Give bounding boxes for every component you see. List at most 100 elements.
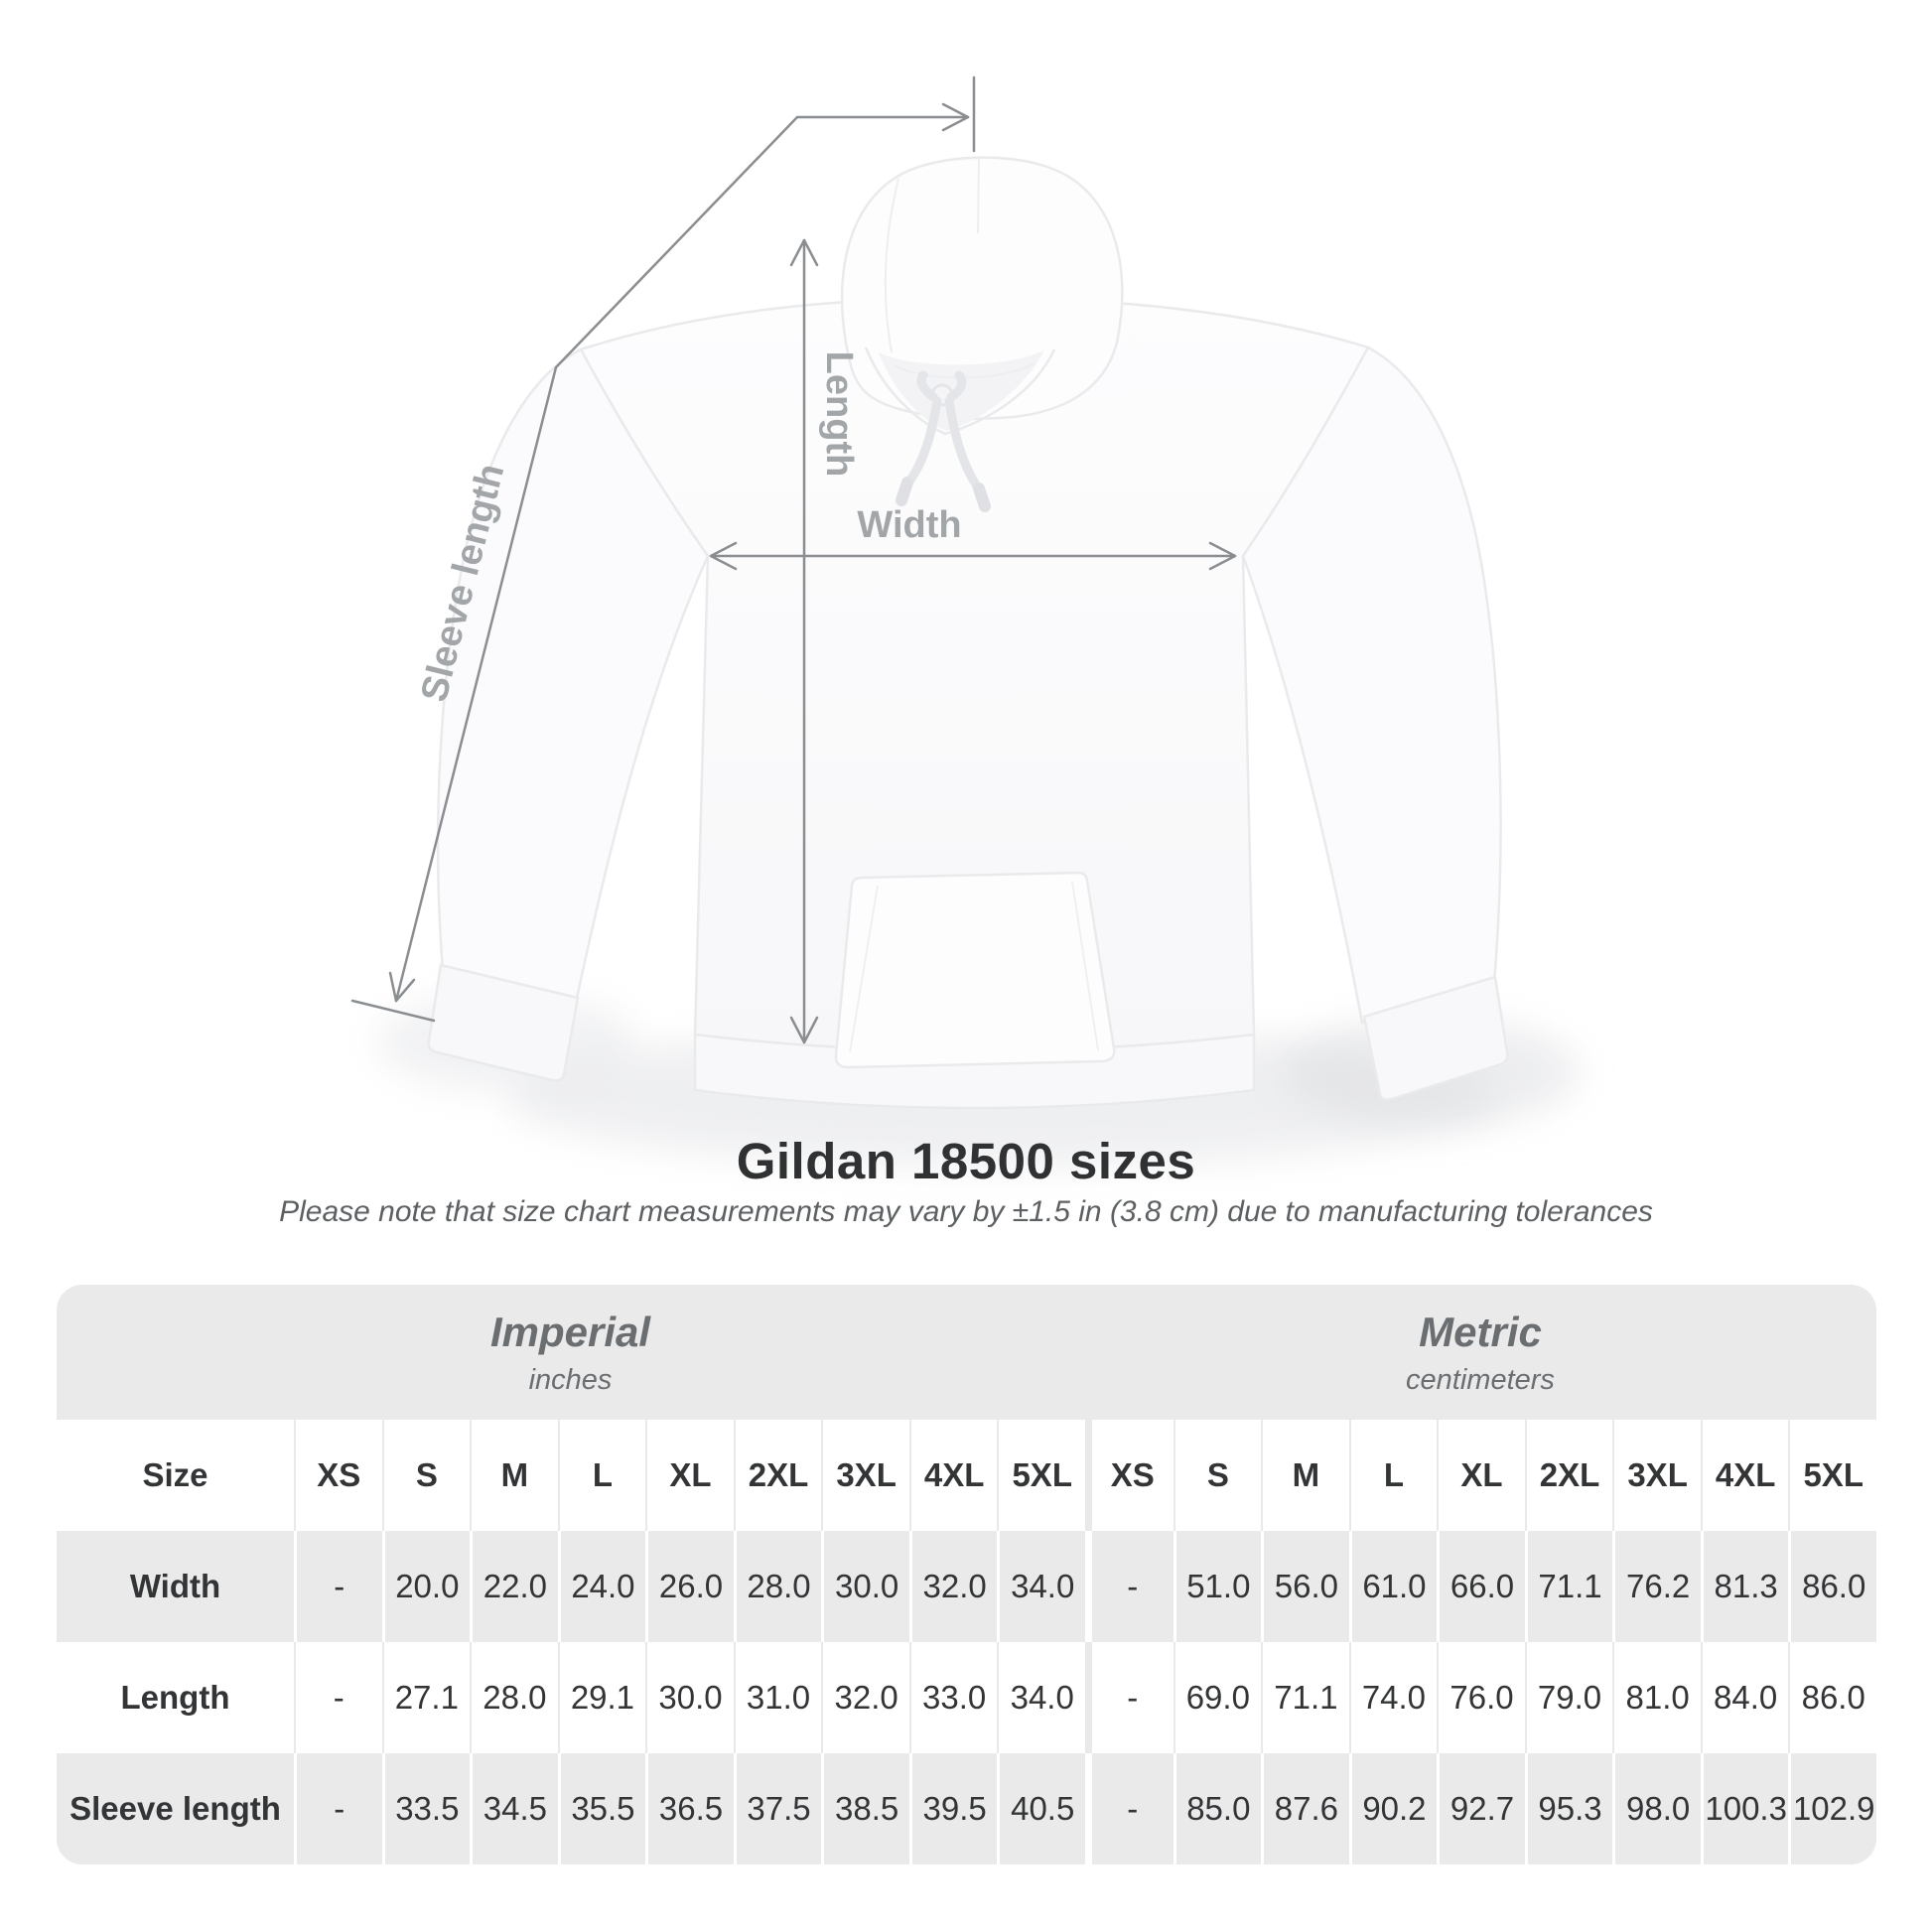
measurement-row: Width -20.0 22.0 24.0 26.0 28.0 30.0 32.0 34.0-5… [57, 1531, 1876, 1642]
value-cell: 56.0 [1261, 1531, 1349, 1642]
size-header-row: Size XS S M L XL 2XL 3XL 4XL 5XL XS S M L XL 2XL 3XL 4XL 5… [57, 1420, 1876, 1531]
value-cell: 34.5 [470, 1753, 558, 1864]
size-header-cell: 4XL [908, 1420, 998, 1531]
width-arrow [709, 541, 1237, 571]
size-header-cell: XL [1437, 1420, 1525, 1531]
value-cell: 66.0 [1437, 1531, 1525, 1642]
value-cell: 30.0 [645, 1642, 734, 1753]
measurement-row: Length -27.1 28.0 29.1 30.0 31.0 32.0 33.0 34.0-… [57, 1642, 1876, 1753]
value-cell: - [294, 1753, 382, 1864]
size-corner-cell: Size [142, 1456, 208, 1493]
value-cell: 28.0 [733, 1531, 822, 1642]
hoodie-sleeves [427, 345, 1509, 1102]
value-cell: 36.5 [645, 1753, 734, 1864]
value-cell: 33.0 [908, 1642, 998, 1753]
value-cell: 22.0 [470, 1531, 558, 1642]
size-header-cell: 2XL [1524, 1420, 1613, 1531]
value-cell: 51.0 [1173, 1531, 1262, 1642]
value-cell: - [294, 1642, 382, 1753]
value-cell: 81.0 [1612, 1642, 1701, 1753]
value-cell: 26.0 [645, 1531, 734, 1642]
size-header-cell: M [470, 1420, 558, 1531]
value-cell: 76.2 [1612, 1531, 1701, 1642]
row-label-cell: Sleeve length [57, 1753, 294, 1864]
value-cell: 74.0 [1348, 1642, 1438, 1753]
value-cell: 32.0 [908, 1531, 998, 1642]
value-cell: 69.0 [1173, 1642, 1262, 1753]
size-header-cell: XS [1085, 1420, 1173, 1531]
size-header-cell: XS [294, 1420, 382, 1531]
size-table-body: Size XS S M L XL 2XL 3XL 4XL 5XL XS S M L XL 2XL 3XL 4XL 5… [57, 1420, 1876, 1864]
value-cell: 34.0 [997, 1531, 1085, 1642]
value-cell: - [1085, 1531, 1173, 1642]
value-cell: 29.1 [557, 1642, 646, 1753]
value-cell: 33.5 [381, 1753, 471, 1864]
metric-unit: centimeters [1406, 1363, 1555, 1396]
value-cell: - [1085, 1642, 1173, 1753]
length-arrow [789, 238, 819, 1044]
value-cell: - [1085, 1753, 1173, 1864]
value-cell: 71.1 [1524, 1531, 1613, 1642]
value-cell: 38.5 [821, 1753, 909, 1864]
width-measure-label: Width [857, 504, 961, 546]
value-cell: 84.0 [1700, 1642, 1789, 1753]
value-cell: 86.0 [1788, 1531, 1876, 1642]
size-header-cell: XL [645, 1420, 734, 1531]
value-cell: 90.2 [1348, 1753, 1438, 1864]
drawstrings [896, 370, 991, 512]
size-header-cell: 5XL [1788, 1420, 1876, 1531]
size-header-cell: S [381, 1420, 471, 1531]
value-cell: 76.0 [1437, 1642, 1525, 1753]
size-header-cell: S [1173, 1420, 1262, 1531]
value-cell: 30.0 [821, 1531, 909, 1642]
size-chart-table: Imperial inches Metric centimeters Size X… [57, 1285, 1876, 1864]
imperial-section-header: Imperial inches [57, 1285, 1084, 1420]
value-cell: 85.0 [1173, 1753, 1262, 1864]
value-cell: 28.0 [470, 1642, 558, 1753]
size-header-cell: 2XL [733, 1420, 822, 1531]
row-label-cell: Width [57, 1531, 294, 1642]
hoodie-hood [840, 156, 1124, 512]
length-measure-label: Length [818, 351, 860, 478]
right-sleeve [1241, 345, 1502, 1025]
value-cell: 39.5 [908, 1753, 998, 1864]
value-cell: 81.3 [1700, 1531, 1789, 1642]
left-cuff [427, 963, 580, 1082]
size-header-cell: 3XL [1612, 1420, 1701, 1531]
size-header-cell: M [1261, 1420, 1349, 1531]
value-cell: 35.5 [557, 1753, 646, 1864]
tolerance-note: Please note that size chart measurements… [279, 1195, 1653, 1228]
value-cell: 20.0 [381, 1531, 471, 1642]
kangaroo-pocket [834, 871, 1116, 1069]
value-cell: 37.5 [733, 1753, 822, 1864]
value-cell: 95.3 [1524, 1753, 1613, 1864]
imperial-title: Imperial [489, 1308, 651, 1355]
size-header-cell: 5XL [997, 1420, 1085, 1531]
measurement-row: Sleeve length -33.5 34.5 35.5 36.5 37.5 38.5 39… [57, 1753, 1876, 1864]
value-cell: 87.6 [1261, 1753, 1349, 1864]
value-cell: 34.0 [997, 1642, 1085, 1753]
measurement-arrows [350, 75, 1237, 1044]
size-header-cell: L [1348, 1420, 1438, 1531]
metric-title: Metric [1419, 1308, 1542, 1355]
value-cell: - [294, 1531, 382, 1642]
size-header-cell: L [557, 1420, 646, 1531]
imperial-unit: inches [528, 1363, 613, 1396]
value-cell: 102.9 [1788, 1753, 1876, 1864]
value-cell: 27.1 [381, 1642, 471, 1753]
page-title: Gildan 18500 sizes [736, 1133, 1196, 1189]
metric-section-header: Metric centimeters [1084, 1285, 1876, 1420]
value-cell: 100.3 [1700, 1753, 1789, 1864]
size-header-cell: 4XL [1700, 1420, 1789, 1531]
right-cuff [1362, 975, 1509, 1102]
row-label-cell: Length [120, 1679, 230, 1716]
value-cell: 31.0 [733, 1642, 822, 1753]
value-cell: 32.0 [821, 1642, 909, 1753]
sleeve-length-arrow [350, 75, 976, 1023]
value-cell: 79.0 [1524, 1642, 1613, 1753]
value-cell: 86.0 [1788, 1642, 1876, 1753]
value-cell: 40.5 [997, 1753, 1085, 1864]
value-cell: 92.7 [1437, 1753, 1525, 1864]
